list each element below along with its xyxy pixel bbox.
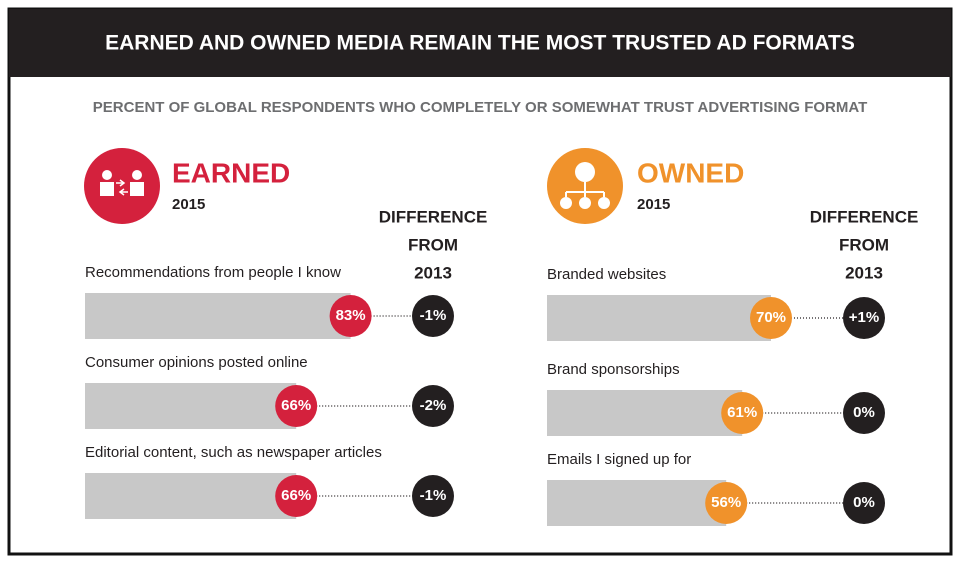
bar: [547, 480, 727, 526]
difference-circle: [843, 482, 885, 524]
value-circle: [721, 392, 764, 434]
difference-circle: [843, 297, 885, 339]
title: EARNED AND OWNED MEDIA REMAIN THE MOST T…: [105, 32, 855, 55]
bar: [85, 293, 351, 339]
value-label: 56%: [711, 494, 741, 511]
difference-label: +1%: [849, 309, 879, 326]
difference-title: DIFFERENCE: [379, 207, 488, 226]
subtitle: PERCENT OF GLOBAL RESPONDENTS WHO COMPLE…: [93, 99, 867, 116]
frame: [7, 7, 953, 556]
panel-title: OWNED: [637, 157, 744, 188]
bar: [85, 383, 297, 429]
bar: [547, 295, 771, 341]
difference-circle: [412, 475, 454, 517]
earned-icon: [84, 148, 160, 224]
difference-label: 0%: [853, 494, 875, 511]
difference-circle: [412, 385, 454, 427]
panel-year: 2015: [172, 196, 205, 213]
value-label: 70%: [756, 309, 786, 326]
value-label: 66%: [281, 487, 311, 504]
category-label: Emails I signed up for: [547, 451, 691, 468]
panel-year: 2015: [637, 196, 670, 213]
difference-circle: [843, 392, 885, 434]
value-circle: [705, 482, 748, 524]
category-label: Recommendations from people I know: [85, 264, 341, 281]
panel-title: EARNED: [172, 157, 290, 188]
difference-title: 2013: [845, 263, 883, 282]
difference-title: FROM: [408, 235, 458, 254]
difference-label: -1%: [420, 307, 447, 324]
value-circle: [275, 385, 318, 427]
category-label: Consumer opinions posted online: [85, 354, 308, 371]
value-label: 83%: [336, 307, 366, 324]
value-circle: [275, 475, 318, 517]
value-label: 66%: [281, 397, 311, 414]
category-label: Brand sponsorships: [547, 361, 680, 378]
value-circle: [329, 295, 372, 337]
bar: [85, 473, 297, 519]
header-bar: [9, 9, 951, 77]
difference-title: DIFFERENCE: [810, 207, 919, 226]
difference-label: 0%: [853, 404, 875, 421]
owned-icon: [547, 148, 623, 224]
category-label: Editorial content, such as newspaper art…: [85, 444, 382, 461]
difference-label: -2%: [420, 397, 447, 414]
value-label: 61%: [727, 404, 757, 421]
difference-label: -1%: [420, 487, 447, 504]
difference-title: FROM: [839, 235, 889, 254]
difference-circle: [412, 295, 454, 337]
difference-title: 2013: [414, 263, 452, 282]
bar: [547, 390, 743, 436]
category-label: Branded websites: [547, 266, 666, 283]
value-circle: [750, 297, 792, 339]
